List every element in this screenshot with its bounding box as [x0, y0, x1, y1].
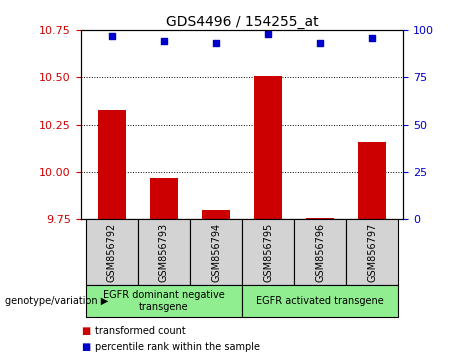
Bar: [202, 210, 230, 219]
Bar: [98, 110, 126, 219]
Point: [264, 31, 272, 37]
Text: EGFR dominant negative
transgene: EGFR dominant negative transgene: [103, 290, 225, 312]
Text: GSM856794: GSM856794: [211, 223, 221, 282]
Point: [108, 33, 116, 39]
Text: transformed count: transformed count: [95, 326, 185, 336]
Point: [160, 39, 168, 44]
Text: GSM856793: GSM856793: [159, 223, 169, 282]
Bar: [358, 142, 386, 219]
Text: GSM856797: GSM856797: [367, 223, 377, 282]
Bar: [346, 219, 398, 285]
Point: [316, 40, 324, 46]
Bar: [306, 218, 334, 219]
Bar: [86, 285, 242, 317]
Bar: [254, 75, 282, 219]
Point: [368, 35, 376, 40]
Point: [213, 40, 220, 46]
Text: GSM856792: GSM856792: [107, 223, 117, 282]
Bar: [242, 219, 294, 285]
Bar: [294, 219, 346, 285]
Text: GSM856796: GSM856796: [315, 223, 325, 282]
Text: EGFR activated transgene: EGFR activated transgene: [256, 296, 384, 306]
Title: GDS4496 / 154255_at: GDS4496 / 154255_at: [165, 15, 319, 29]
Bar: [138, 219, 190, 285]
Text: percentile rank within the sample: percentile rank within the sample: [95, 342, 260, 352]
Text: ■: ■: [81, 342, 90, 352]
Text: GSM856795: GSM856795: [263, 223, 273, 282]
Bar: [242, 285, 398, 317]
Bar: [190, 219, 242, 285]
Bar: [86, 219, 138, 285]
Bar: [150, 178, 178, 219]
Text: genotype/variation ▶: genotype/variation ▶: [5, 296, 108, 306]
Text: ■: ■: [81, 326, 90, 336]
